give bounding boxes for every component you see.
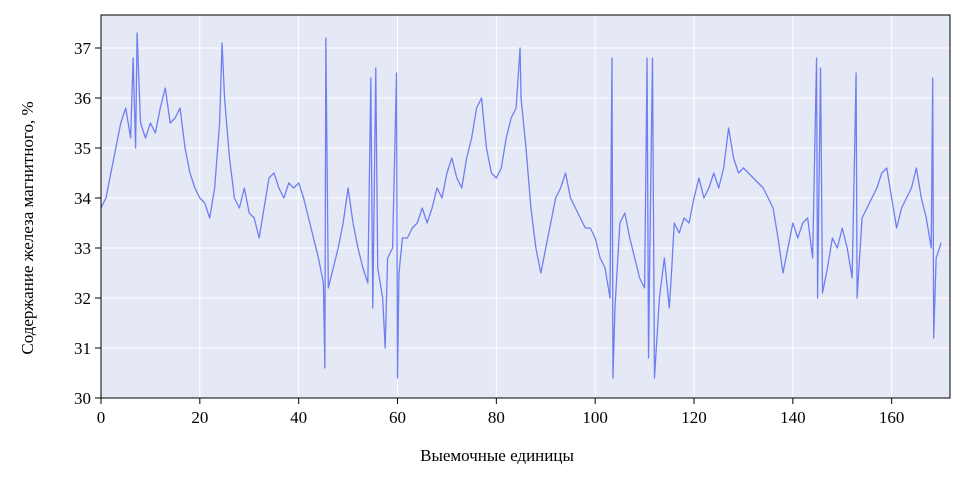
plot-background	[101, 15, 950, 398]
y-tick-label: 31	[74, 339, 91, 358]
x-tick-label: 160	[879, 408, 905, 427]
y-tick-label: 32	[74, 289, 91, 308]
plot-frame	[100, 14, 951, 399]
x-tick-label: 20	[191, 408, 208, 427]
x-tick-label: 60	[389, 408, 406, 427]
x-tick-label: 140	[780, 408, 806, 427]
x-tick-label: 80	[488, 408, 505, 427]
x-tick-label: 40	[290, 408, 307, 427]
y-tick-label: 36	[74, 89, 91, 108]
y-tick-label: 37	[74, 39, 92, 58]
x-tick-label: 0	[97, 408, 106, 427]
y-tick-label: 30	[74, 389, 91, 408]
x-tick-label: 100	[582, 408, 608, 427]
y-tick-label: 33	[74, 239, 91, 258]
y-axis-label: Содержание железа магнитного, %	[18, 101, 37, 354]
x-tick-label: 120	[681, 408, 707, 427]
y-tick-label: 34	[74, 189, 92, 208]
x-axis-label: Выемочные единицы	[420, 446, 574, 465]
y-tick-label: 35	[74, 139, 91, 158]
data-line	[100, 32, 942, 379]
